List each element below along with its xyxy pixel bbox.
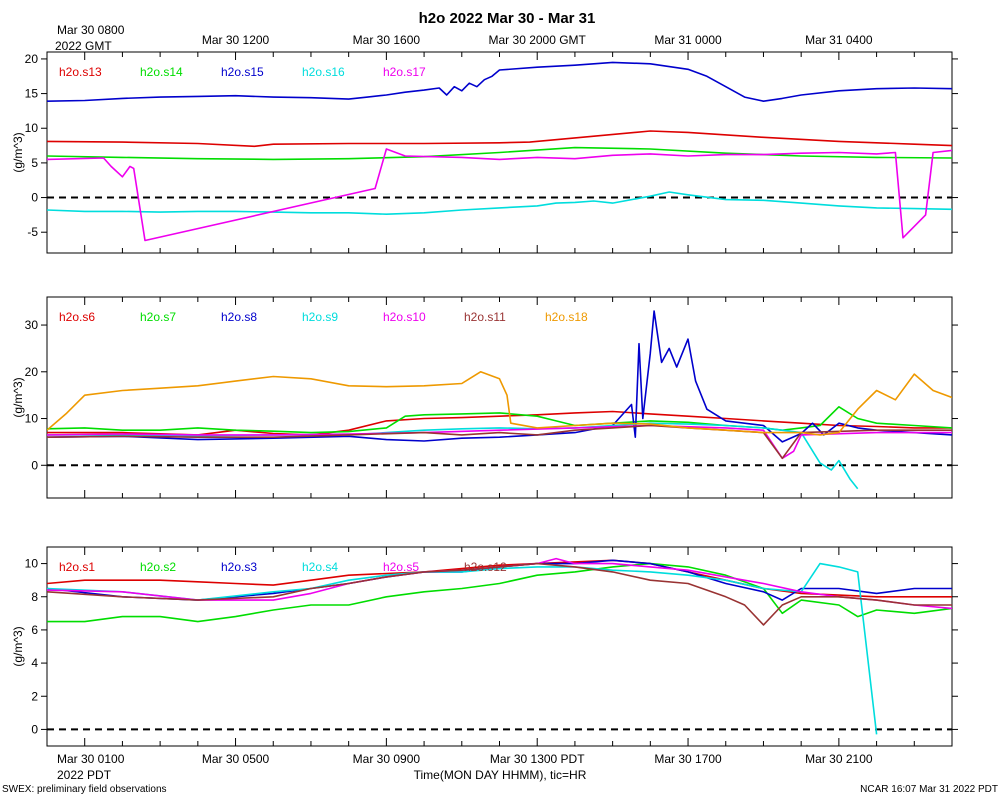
legend-h2o-s7: h2o.s7	[140, 310, 176, 324]
series-line-h2o-s15	[47, 61, 952, 102]
y-axis-label: (g/m^3)	[11, 377, 25, 417]
y-tick-label: 0	[31, 722, 38, 736]
series-line-h2o-s1	[47, 559, 952, 598]
y-tick-label: 30	[25, 318, 39, 332]
y-tick-label: 2	[31, 689, 38, 703]
y-tick-label: 10	[25, 121, 39, 135]
series-line-h2o-s16	[47, 191, 952, 215]
legend-h2o-s12: h2o.s12	[464, 560, 507, 574]
legend-h2o-s5: h2o.s5	[383, 560, 419, 574]
legend-h2o-s6: h2o.s6	[59, 310, 95, 324]
y-tick-label: 10	[25, 412, 39, 426]
top-axis-tick-label: Mar 30 1600	[353, 33, 421, 47]
legend-h2o-s3: h2o.s3	[221, 560, 257, 574]
bottom-axis-tick-label: Mar 30 0500	[202, 752, 270, 766]
legend-h2o-s16: h2o.s16	[302, 65, 345, 79]
y-tick-label: 5	[31, 156, 38, 170]
y-tick-label: 6	[31, 623, 38, 637]
legend-h2o-s11: h2o.s11	[464, 310, 506, 324]
legend-h2o-s17: h2o.s17	[383, 65, 426, 79]
y-tick-label: 0	[31, 458, 38, 472]
y-tick-label: 20	[25, 365, 39, 379]
legend-h2o-s9: h2o.s9	[302, 310, 338, 324]
legend-h2o-s13: h2o.s13	[59, 65, 102, 79]
panel-2: 0 10 20 30 (g/m^3) h2o.s6 h2o.s7 h2o.s8 h2o.s9 h2…	[11, 296, 958, 499]
y-tick-label: 10	[25, 557, 39, 571]
series-line-h2o-s11	[47, 424, 952, 460]
y-axis-label: (g/m^3)	[11, 626, 25, 666]
y-tick-label: 8	[31, 590, 38, 604]
chart-title: h2o 2022 Mar 30 - Mar 31	[419, 10, 596, 27]
series-line-h2o-s7	[47, 405, 952, 434]
y-tick-label: 0	[31, 191, 38, 205]
series-line-h2o-s10	[47, 424, 952, 460]
series-line-h2o-s5	[47, 557, 952, 610]
bottom-axis-first-label: Mar 30 0100	[57, 752, 125, 766]
series-line-h2o-s13	[47, 130, 952, 148]
series-line-h2o-s9	[47, 422, 859, 490]
legend-h2o-s8: h2o.s8	[221, 310, 257, 324]
legend-h2o-s4: h2o.s4	[302, 560, 338, 574]
legend-h2o-s14: h2o.s14	[140, 65, 183, 79]
top-axis-tick-label: Mar 31 0400	[805, 33, 873, 47]
bottom-axis-first-sub: 2022 PDT	[57, 768, 112, 782]
series-line-h2o-s12	[47, 562, 952, 626]
y-axis-label: (g/m^3)	[11, 132, 25, 172]
panel-frame	[46, 546, 953, 747]
bottom-axis-tick-label: Mar 30 1700	[654, 752, 722, 766]
series-line-h2o-s14	[47, 146, 952, 161]
series-line-h2o-s4	[47, 562, 878, 735]
bottom-axis-tick-label: Mar 30 2100	[805, 752, 873, 766]
panel-frame	[46, 296, 953, 499]
x-axis-label: Time(MON DAY HHMM), tic=HR	[414, 768, 587, 782]
series-group	[47, 310, 952, 490]
legend-h2o-s15: h2o.s15	[221, 65, 264, 79]
panel-1: -5 0 5 10 15 20 (g/m^3) h2o.s13 h2o.s14 h2o.s15 h2…	[11, 51, 958, 254]
series-group	[47, 557, 952, 735]
legend-h2o-s2: h2o.s2	[140, 560, 176, 574]
legend-h2o-s10: h2o.s10	[383, 310, 426, 324]
panel-3: 0 2 4 6 8 10 (g/m^3) h2o.s1 h2o.s2 h2o.s3 h2o.s4 h2…	[11, 546, 958, 747]
bottom-axis-tick-label: Mar 30 1300 PDT	[490, 752, 585, 766]
legend-h2o-s1: h2o.s1	[59, 560, 95, 574]
y-tick-label: 4	[31, 656, 38, 670]
footer-left: SWEX: preliminary field observations	[2, 784, 167, 795]
bottom-axis-tick-label: Mar 30 0900	[353, 752, 421, 766]
footer-right: NCAR 16:07 Mar 31 2022 PDT	[860, 784, 998, 795]
top-axis-tick-label: Mar 30 2000 GMT	[489, 33, 587, 47]
y-tick-label: 20	[25, 52, 39, 66]
series-line-h2o-s2	[47, 562, 952, 623]
legend-h2o-s18: h2o.s18	[545, 310, 588, 324]
top-axis-first-sub: 2022 GMT	[55, 39, 112, 53]
top-axis-tick-label: Mar 31 0000	[654, 33, 722, 47]
series-line-h2o-s8	[47, 310, 952, 443]
y-tick-label: 15	[25, 87, 39, 101]
series-line-h2o-s18	[47, 370, 952, 436]
series-group	[47, 61, 952, 242]
y-tick-label: -5	[27, 225, 38, 239]
top-axis-tick-label: Mar 30 1200	[202, 33, 270, 47]
top-axis-first-label: Mar 30 0800	[57, 23, 125, 37]
series-line-h2o-s17	[47, 148, 952, 242]
